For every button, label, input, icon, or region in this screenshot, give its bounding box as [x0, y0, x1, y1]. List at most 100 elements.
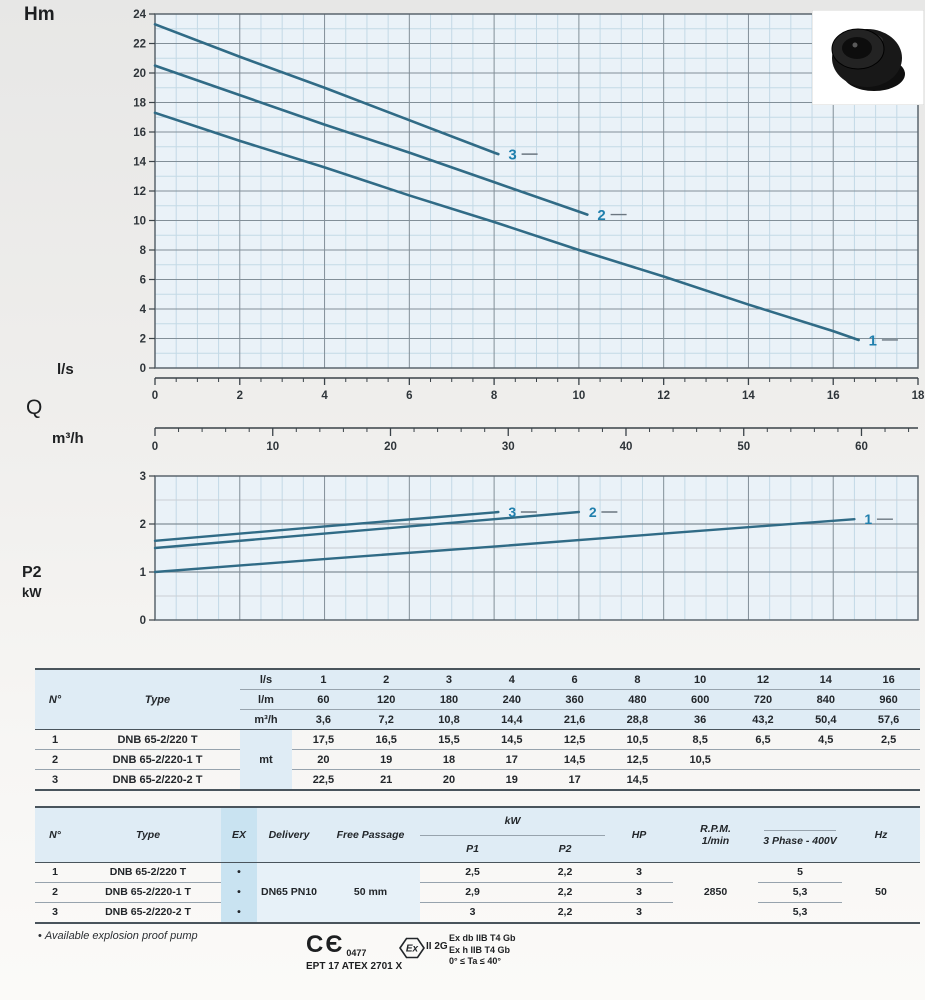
svg-text:14: 14 — [133, 157, 146, 169]
pump-type: DNB 65-2/220 T — [75, 862, 221, 883]
flow-value: 840 — [794, 689, 858, 710]
head-value: 4,5 — [794, 729, 858, 750]
delivery-value: DN65 PN10 — [257, 862, 321, 923]
p1-value: 2,9 — [420, 882, 525, 903]
flow-value: 36 — [668, 709, 732, 730]
head-axis-label: Hm — [24, 4, 55, 25]
col-header-p2: P2 — [525, 835, 605, 863]
p2-axis-label: P2 — [22, 564, 42, 581]
svg-text:60: 60 — [855, 441, 868, 453]
table-row: 3 DNB 65-2/220-2 T • 3 2,2 3 5,3 — [35, 902, 920, 923]
ce-notified-body: 0477 — [346, 948, 367, 958]
flow-value: 50,4 — [794, 709, 858, 730]
svg-text:1: 1 — [869, 332, 877, 349]
svg-text:8: 8 — [491, 390, 498, 402]
svg-text:10: 10 — [572, 390, 585, 402]
flow-value: 8 — [605, 669, 669, 690]
p2-flow-chart: 0 1 2 3 1 2 3 — [140, 471, 919, 627]
m3h-axis: 0 10 20 30 40 50 60 — [152, 427, 918, 453]
col-header-delivery: Delivery — [257, 807, 321, 863]
head-value: 12,5 — [605, 749, 669, 770]
row-number: 3 — [52, 906, 58, 918]
flow-value: 2 — [354, 669, 418, 690]
svg-text:12: 12 — [133, 186, 146, 198]
col-header-p1: P1 — [420, 835, 525, 863]
marking-line: Ex db IIB T4 Gb — [449, 933, 516, 943]
flow-q-label: Q — [26, 396, 43, 419]
head-value: 17 — [568, 773, 581, 786]
flow-value: 4 — [480, 669, 544, 690]
flow-value: 6 — [543, 669, 606, 690]
p2-value: 2,2 — [525, 862, 605, 883]
head-value: 14,5 — [480, 729, 544, 750]
svg-text:16: 16 — [827, 390, 840, 402]
flow-value: 10 — [668, 669, 732, 690]
head-value: 22,5 — [312, 773, 335, 786]
explosion-proof-note: • Available explosion proof pump — [38, 930, 198, 942]
svg-text:4: 4 — [321, 390, 328, 402]
flow-m3h-label: m³/h — [52, 430, 84, 447]
ex-symbol: Ex — [406, 944, 419, 955]
table-row: 1 DNB 65-2/220 T • DN65 PN10 50 mm 2,5 2,2 3 285… — [35, 862, 920, 923]
head-value: 21 — [380, 773, 393, 786]
ls-axis: 0 2 4 6 8 10 12 14 16 18 — [152, 377, 925, 402]
curve-3 — [153, 510, 500, 543]
svg-text:20: 20 — [384, 441, 397, 453]
svg-text:3: 3 — [508, 147, 516, 164]
flow-value: 14,4 — [480, 709, 544, 730]
impeller-shape — [831, 28, 905, 91]
head-value: 20 — [292, 749, 355, 770]
svg-text:2: 2 — [589, 504, 597, 520]
head-value: 12,5 — [543, 729, 606, 750]
head-value — [669, 770, 732, 791]
svg-text:2: 2 — [597, 207, 605, 224]
table-row: 3 DNB 65-2/220-2 T 22,5 21 20 19 17 14,5 — [35, 770, 920, 791]
col-header-type: Type — [75, 807, 221, 863]
unit-label: l/s — [240, 669, 292, 690]
head-value: 6,5 — [731, 729, 795, 750]
ex-bullet: • — [221, 902, 257, 923]
flow-value: 1 — [292, 669, 355, 690]
col-header-hp: HP — [605, 807, 673, 863]
head-value: 14,5 — [626, 773, 649, 786]
svg-text:2: 2 — [140, 334, 146, 346]
note-bullet: • — [38, 930, 42, 942]
pump-type: DNB 65-2/220-1 T — [75, 749, 240, 770]
svg-text:50: 50 — [737, 441, 750, 453]
hp-value: 3 — [605, 862, 673, 883]
head-value — [731, 749, 795, 770]
hp-value: 3 — [636, 906, 642, 918]
svg-text:22: 22 — [133, 39, 146, 51]
p1-value: 2,5 — [420, 862, 525, 883]
head-value: 17,5 — [292, 729, 355, 750]
flow-value: 480 — [605, 689, 669, 710]
hz-value: 50 — [875, 886, 887, 898]
unit-label: mt — [240, 729, 292, 790]
flow-value: 7,2 — [354, 709, 418, 730]
head-value: 19 — [354, 749, 418, 770]
svg-text:18: 18 — [133, 98, 146, 110]
svg-text:0: 0 — [140, 615, 146, 627]
row-number: 2 — [35, 749, 75, 770]
rpm-value: 2850 — [703, 886, 728, 898]
svg-text:0: 0 — [152, 441, 158, 453]
curve-3 — [153, 23, 500, 156]
svg-text:8: 8 — [140, 245, 147, 257]
svg-text:0: 0 — [152, 390, 158, 402]
flow-value: 180 — [417, 689, 481, 710]
row-number: 2 — [35, 882, 75, 903]
svg-text:2: 2 — [140, 519, 146, 531]
pump-impeller-photo — [812, 10, 924, 105]
col-header-free-passage: Free Passage — [321, 807, 420, 863]
pump-type: DNB 65-2/220 T — [75, 729, 240, 750]
svg-text:14: 14 — [742, 390, 755, 402]
curve-2 — [153, 510, 581, 550]
head-curves: 1 2 3 — [153, 23, 898, 349]
head-value — [794, 770, 857, 791]
flow-value: 3,6 — [292, 709, 355, 730]
ex-bullet: • — [221, 882, 257, 902]
p1-value: 3 — [469, 906, 476, 918]
flow-value: 28,8 — [605, 709, 669, 730]
